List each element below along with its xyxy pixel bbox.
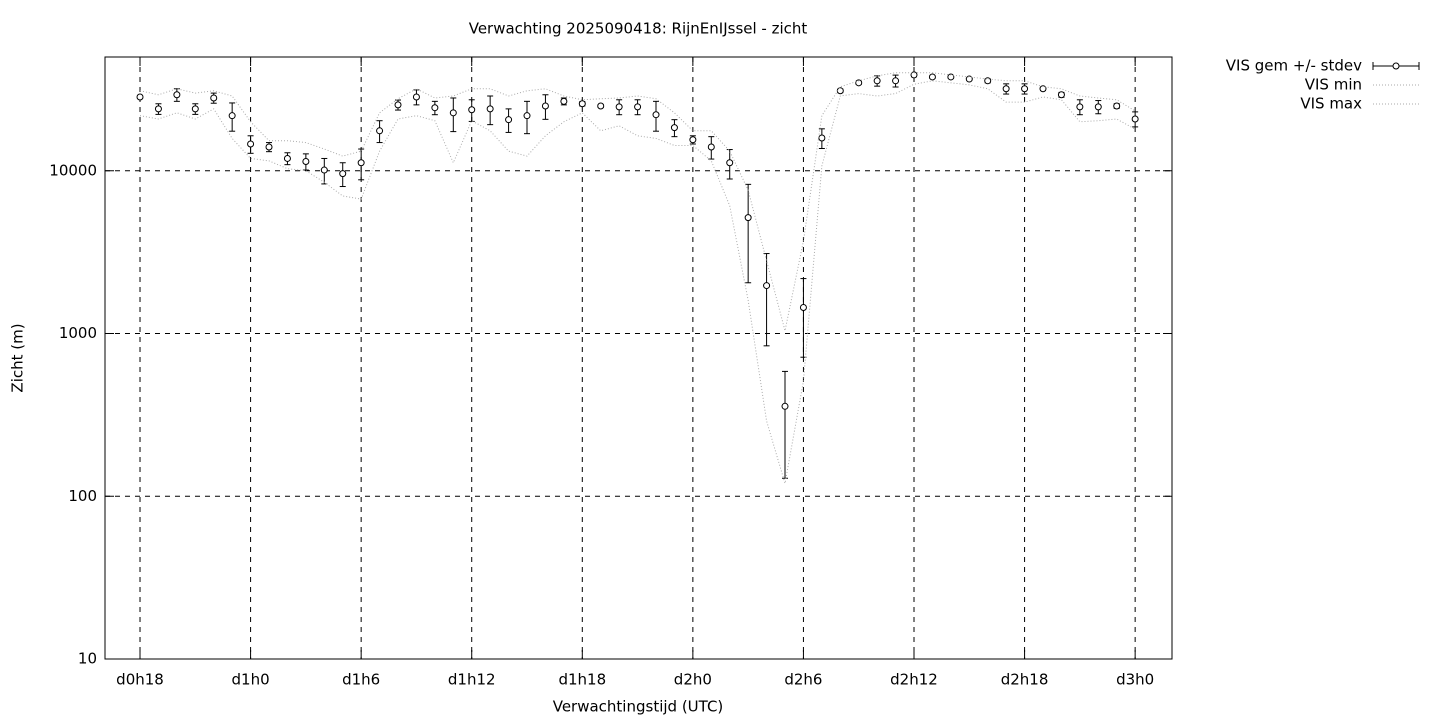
y-tick-label: 100 [68, 487, 97, 505]
point [320, 166, 328, 174]
point [634, 103, 642, 111]
line-series [139, 72, 1136, 331]
point [873, 77, 881, 85]
legend-label: VIS gem +/- stdev [1226, 57, 1362, 75]
point [523, 112, 531, 120]
point [707, 143, 715, 151]
y-tick-label: 10000 [49, 161, 97, 179]
legend-sample [1392, 62, 1400, 70]
point [468, 106, 476, 114]
point [505, 116, 513, 124]
point [265, 143, 273, 151]
point [965, 75, 973, 83]
point [726, 159, 734, 167]
x-tick-label: d2h12 [890, 671, 938, 689]
x-tick-label: d1h0 [232, 671, 270, 689]
x-tick-label: d1h18 [558, 671, 606, 689]
point [1076, 103, 1084, 111]
error-bar [745, 183, 752, 284]
x-tick-label: d2h0 [674, 671, 712, 689]
point [1113, 102, 1121, 110]
point [173, 91, 181, 99]
point [560, 97, 568, 105]
x-tick-label: d1h6 [342, 671, 380, 689]
error-bar [782, 370, 789, 479]
point [357, 159, 365, 167]
error-bar [763, 253, 770, 347]
point [892, 77, 900, 85]
point [302, 157, 310, 165]
point [670, 124, 678, 132]
point [431, 104, 439, 112]
point [855, 79, 863, 87]
x-axis-label: Verwachtingstijd (UTC) [553, 698, 724, 716]
point [210, 94, 218, 102]
y-tick-label: 10 [78, 650, 97, 668]
point [247, 140, 255, 148]
point [818, 134, 826, 142]
point [154, 105, 162, 113]
point [1021, 85, 1029, 93]
point [376, 127, 384, 135]
chart-title: Verwachting 2025090418: RijnEnIJssel - z… [469, 20, 808, 38]
x-tick-label: d2h18 [1001, 671, 1049, 689]
point [597, 102, 605, 110]
point [578, 100, 586, 108]
point [928, 73, 936, 81]
point [339, 170, 347, 178]
error-bar [800, 278, 807, 358]
point [615, 103, 623, 111]
point [1094, 103, 1102, 111]
line-series [139, 80, 1136, 484]
x-tick-label: d1h12 [448, 671, 496, 689]
point [1131, 115, 1139, 123]
point [486, 105, 494, 113]
point [1002, 85, 1010, 93]
y-axis-label: Zicht (m) [9, 323, 27, 392]
point [799, 303, 807, 311]
x-tick-label: d3h0 [1116, 671, 1154, 689]
point [394, 101, 402, 109]
x-tick-label: d2h6 [784, 671, 822, 689]
point [1057, 91, 1065, 99]
point [947, 73, 955, 81]
point [541, 102, 549, 110]
point [283, 154, 291, 162]
point [781, 402, 789, 410]
point [910, 71, 918, 79]
point [763, 282, 771, 290]
x-tick-label: d0h18 [116, 671, 164, 689]
point [689, 136, 697, 144]
point [449, 109, 457, 117]
point [652, 111, 660, 119]
point [1039, 85, 1047, 93]
y-tick-label: 1000 [59, 324, 97, 342]
point [984, 77, 992, 85]
legend-label: VIS max [1300, 95, 1362, 113]
point [744, 214, 752, 222]
point [228, 112, 236, 120]
point [136, 93, 144, 101]
point [191, 105, 199, 113]
point [412, 93, 420, 101]
plot-frame [104, 56, 1173, 660]
legend-label: VIS min [1305, 76, 1362, 94]
